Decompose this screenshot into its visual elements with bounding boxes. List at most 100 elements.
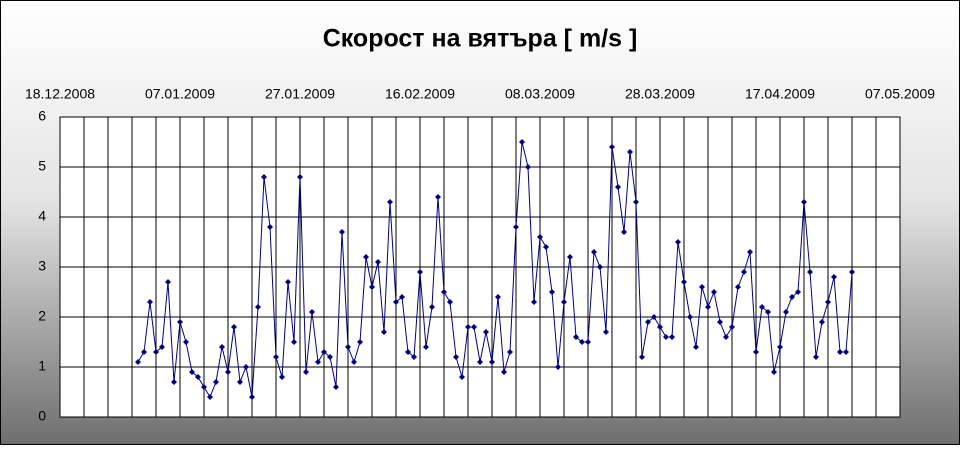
data-point xyxy=(597,264,603,270)
x-tick-label: 17.04.2009 xyxy=(745,86,815,102)
x-tick-label: 18.12.2008 xyxy=(25,86,95,102)
data-point xyxy=(363,254,369,260)
data-point xyxy=(375,259,381,265)
data-point xyxy=(651,314,657,320)
data-point xyxy=(201,384,207,390)
data-point xyxy=(513,224,519,230)
plot-border xyxy=(59,116,901,418)
data-point xyxy=(369,284,375,290)
y-tick-label: 4 xyxy=(38,208,46,224)
data-point xyxy=(489,359,495,365)
data-point xyxy=(837,349,843,355)
data-point xyxy=(573,334,579,340)
data-point xyxy=(771,369,777,375)
data-point xyxy=(723,334,729,340)
data-point xyxy=(285,279,291,285)
x-tick-label: 27.01.2009 xyxy=(265,86,335,102)
data-point xyxy=(663,334,669,340)
data-point xyxy=(357,339,363,345)
data-point xyxy=(165,279,171,285)
data-point xyxy=(393,299,399,305)
data-point xyxy=(351,359,357,365)
data-point xyxy=(753,349,759,355)
y-tick-label: 6 xyxy=(38,108,46,124)
data-point xyxy=(345,344,351,350)
data-point xyxy=(633,199,639,205)
x-tick-label: 07.05.2009 xyxy=(865,86,935,102)
data-point xyxy=(447,299,453,305)
data-point xyxy=(297,174,303,180)
data-point xyxy=(789,294,795,300)
data-point xyxy=(441,289,447,295)
data-point xyxy=(135,359,141,365)
data-point xyxy=(147,299,153,305)
data-point xyxy=(465,324,471,330)
data-point xyxy=(261,174,267,180)
data-point xyxy=(537,234,543,240)
data-point xyxy=(327,354,333,360)
data-point xyxy=(735,284,741,290)
data-point xyxy=(387,199,393,205)
data-point xyxy=(621,229,627,235)
data-point xyxy=(315,359,321,365)
y-tick-label: 3 xyxy=(38,258,46,274)
data-point xyxy=(609,144,615,150)
data-point xyxy=(819,319,825,325)
chart-title: Скорост на вятъра [ m/s ] xyxy=(323,25,638,53)
x-tick-label: 28.03.2009 xyxy=(625,86,695,102)
data-point xyxy=(519,139,525,145)
data-point xyxy=(291,339,297,345)
data-point xyxy=(183,339,189,345)
data-point xyxy=(849,269,855,275)
data-point xyxy=(759,304,765,310)
data-point xyxy=(219,344,225,350)
data-point xyxy=(243,364,249,370)
data-point xyxy=(693,344,699,350)
data-point xyxy=(309,309,315,315)
data-point xyxy=(207,394,213,400)
data-point xyxy=(483,329,489,335)
data-point xyxy=(675,239,681,245)
data-point xyxy=(627,149,633,155)
data-point xyxy=(273,354,279,360)
data-point xyxy=(579,339,585,345)
data-point xyxy=(303,369,309,375)
data-point xyxy=(699,284,705,290)
data-point xyxy=(777,344,783,350)
data-point xyxy=(585,339,591,345)
data-point xyxy=(783,309,789,315)
y-tick-label: 2 xyxy=(38,308,46,324)
data-point xyxy=(333,384,339,390)
data-point xyxy=(189,369,195,375)
data-point xyxy=(591,249,597,255)
data-point xyxy=(453,354,459,360)
data-point xyxy=(567,254,573,260)
data-point xyxy=(471,324,477,330)
data-point xyxy=(249,394,255,400)
y-tick-label: 5 xyxy=(38,158,46,174)
data-point xyxy=(279,374,285,380)
data-point xyxy=(603,329,609,335)
data-point xyxy=(399,294,405,300)
data-point xyxy=(423,344,429,350)
data-point xyxy=(225,369,231,375)
data-point xyxy=(645,319,651,325)
data-point xyxy=(501,369,507,375)
data-line xyxy=(137,141,853,399)
y-tick-label: 1 xyxy=(38,358,46,374)
data-point xyxy=(237,379,243,385)
data-point xyxy=(831,274,837,280)
data-point xyxy=(153,349,159,355)
data-point xyxy=(477,359,483,365)
data-point xyxy=(729,324,735,330)
data-point xyxy=(807,269,813,275)
data-point xyxy=(495,294,501,300)
data-point xyxy=(801,199,807,205)
data-point xyxy=(549,289,555,295)
data-point xyxy=(417,269,423,275)
data-point xyxy=(459,374,465,380)
data-point xyxy=(747,249,753,255)
data-point xyxy=(561,299,567,305)
data-point xyxy=(765,309,771,315)
